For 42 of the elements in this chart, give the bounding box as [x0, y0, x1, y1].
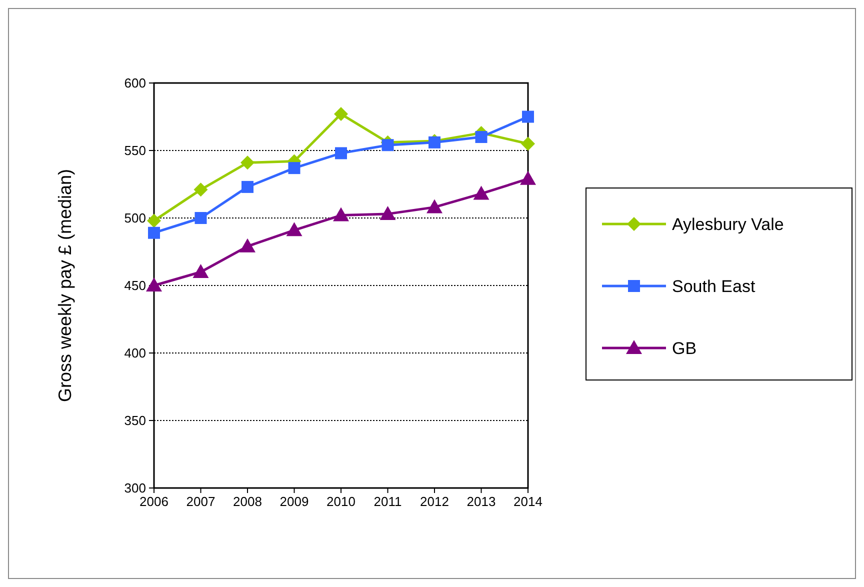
- point: [240, 156, 254, 170]
- point: [194, 182, 208, 197]
- y-tick-label: 550: [124, 143, 146, 158]
- point: [522, 110, 534, 123]
- y-tick-label: 300: [124, 480, 146, 496]
- point: [286, 222, 302, 236]
- y-tick-label: 500: [124, 210, 146, 226]
- point: [475, 131, 488, 143]
- x-tick-label: 2011: [374, 494, 402, 509]
- legend-label: GB: [672, 338, 697, 358]
- point: [146, 278, 162, 292]
- point: [192, 264, 209, 278]
- x-tick-label: 2010: [326, 494, 356, 509]
- x-tick-label: 2007: [186, 494, 216, 509]
- point: [334, 107, 348, 122]
- x-tick-label: 2014: [514, 494, 542, 509]
- x-tick-label: 2009: [280, 494, 309, 509]
- legend-label: South East: [672, 276, 756, 296]
- point: [382, 139, 394, 152]
- y-tick-label: 350: [124, 413, 146, 428]
- point: [521, 136, 535, 151]
- x-tick-label: 2012: [420, 494, 449, 509]
- point: [242, 180, 254, 193]
- x-tick-label: 2013: [466, 494, 496, 509]
- point: [194, 212, 207, 224]
- point: [380, 206, 396, 220]
- point: [333, 207, 349, 222]
- x-tick-label: 2006: [140, 494, 168, 509]
- point: [473, 186, 490, 200]
- y-tick-label: 400: [124, 346, 146, 361]
- point: [148, 226, 160, 239]
- point: [335, 147, 347, 160]
- point: [520, 170, 536, 185]
- point: [240, 238, 256, 252]
- y-tick-label: 600: [124, 76, 146, 91]
- y-tick-label: 450: [124, 278, 146, 294]
- x-tick-label: 2008: [233, 494, 262, 509]
- point: [426, 199, 442, 214]
- point: [288, 162, 300, 174]
- y-axis-title: Gross weekly pay £ (median): [55, 168, 75, 402]
- point: [147, 214, 161, 228]
- legend-label: Aylesbury Vale: [672, 214, 784, 234]
